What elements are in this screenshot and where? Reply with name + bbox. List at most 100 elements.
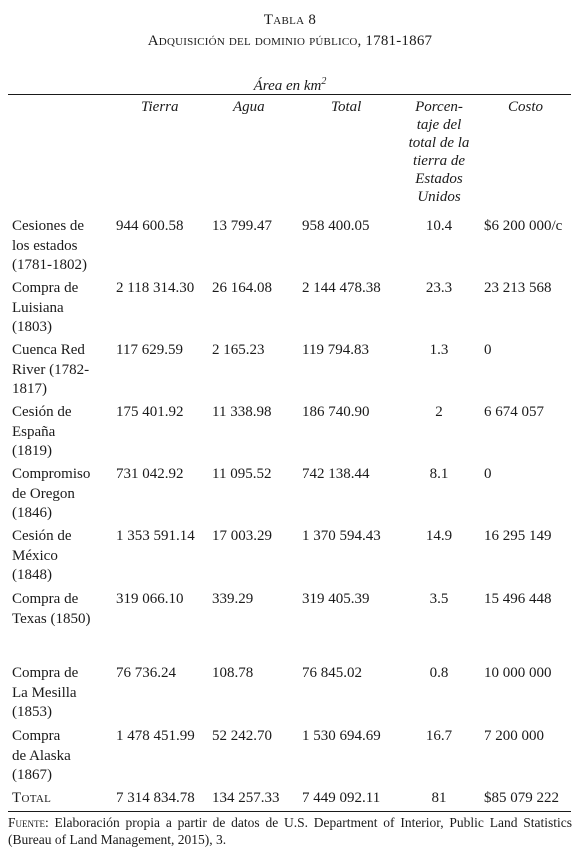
row-name-line: los estados xyxy=(12,237,78,254)
cell-total: 319 405.39 xyxy=(302,591,370,607)
row-name: Cuenca Red River (1782- 1817) xyxy=(12,341,112,400)
cell-total: 2 144 478.38 xyxy=(302,280,381,296)
row-name-line: Compromiso xyxy=(12,466,91,482)
row-name-line: Compra de xyxy=(12,591,79,607)
cell-total: 119 794.83 xyxy=(302,342,369,358)
row-name-line: Compra xyxy=(12,728,61,744)
row-name-line: La Mesilla xyxy=(12,684,77,701)
cell-agua: 13 799.47 xyxy=(212,218,272,234)
row-name-line: Luisiana xyxy=(12,299,64,316)
row-name-line: Cesiones de xyxy=(12,218,85,234)
column-header-total: Total xyxy=(331,99,362,115)
cell-costo: 15 496 448 xyxy=(484,591,552,607)
cell-costo: 0 xyxy=(484,342,492,358)
source-text: Elaboración propia a partir de datos de … xyxy=(8,815,572,847)
top-rule xyxy=(8,94,571,95)
row-name-line: Compra de xyxy=(12,280,79,296)
cell-tierra: 117 629.59 xyxy=(116,342,183,358)
cell-tierra: 319 066.10 xyxy=(116,591,184,607)
cell-porcentaje: 1.3 xyxy=(429,342,449,358)
row-name: Compra de Luisiana (1803) xyxy=(12,279,112,338)
total-cell-tierra: 7 314 834.78 xyxy=(116,790,195,806)
row-name-line: de Oregon xyxy=(12,485,75,502)
cell-total: 958 400.05 xyxy=(302,218,370,234)
row-name-line: (1819) xyxy=(12,443,52,459)
cell-agua: 52 242.70 xyxy=(212,728,272,744)
cell-porcentaje: 0.8 xyxy=(429,665,449,681)
total-cell-costo: $85 079 222 xyxy=(484,790,559,806)
cell-tierra: 731 042.92 xyxy=(116,466,184,482)
row-name: Cesiones de los estados (1781-1802) xyxy=(12,217,112,276)
row-name-line: (1848) xyxy=(12,567,52,583)
cell-porcentaje: 8.1 xyxy=(429,466,449,482)
column-header-porcentaje-line: taje del xyxy=(416,117,462,133)
row-name: Compra de Alaska (1867) xyxy=(12,727,112,786)
cell-total: 186 740.90 xyxy=(302,404,370,420)
cell-tierra: 1 478 451.99 xyxy=(116,728,195,744)
table-title: Adquisición del dominio público, 1781-18… xyxy=(147,33,433,49)
row-name-line: Compra de xyxy=(12,665,79,681)
row-name-line: de Alaska xyxy=(12,747,71,764)
cell-total: 76 845.02 xyxy=(302,665,362,681)
column-header-porcentaje-line: Unidos xyxy=(417,189,461,205)
row-name-line: (1803) xyxy=(12,319,52,335)
cell-costo: $6 200 000/c xyxy=(484,218,563,234)
total-row-label: Total xyxy=(12,790,52,806)
column-header-costo: Costo xyxy=(508,99,544,115)
cell-porcentaje: 3.5 xyxy=(429,591,449,607)
cell-tierra: 76 736.24 xyxy=(116,665,176,681)
row-name-line: (1853) xyxy=(12,704,52,720)
cell-tierra: 175 401.92 xyxy=(116,404,184,420)
row-name-line: Cuenca Red xyxy=(12,342,85,358)
row-name-line: (1867) xyxy=(12,767,52,783)
column-header-porcentaje-line: total de la xyxy=(408,135,470,151)
cell-agua: 11 338.98 xyxy=(212,404,272,420)
cell-agua: 17 003.29 xyxy=(212,528,272,544)
column-header-porcentaje-line: Porcen- xyxy=(415,99,463,115)
row-name: Compromiso de Oregon (1846) xyxy=(12,465,112,524)
cell-agua: 2 165.23 xyxy=(212,342,265,358)
total-cell-agua: 134 257.33 xyxy=(212,790,280,806)
column-header-porcentaje: Porcen- taje del total de la tierra de E… xyxy=(400,98,478,206)
total-cell-porcentaje: 81 xyxy=(431,790,447,806)
row-name-line: Cesión de xyxy=(12,528,72,544)
cell-tierra: 944 600.58 xyxy=(116,218,184,234)
column-header-porcentaje-line: Estados xyxy=(415,171,463,187)
cell-costo: 6 674 057 xyxy=(484,404,544,420)
row-name-line: (1846) xyxy=(12,505,52,521)
cell-porcentaje: 14.9 xyxy=(425,528,453,544)
bottom-rule xyxy=(8,811,571,812)
table-number: Tabla 8 xyxy=(263,12,317,28)
source-note: Fuente: Elaboración propia a partir de d… xyxy=(8,814,572,848)
cell-agua: 11 095.52 xyxy=(212,466,272,482)
row-name-line: México xyxy=(12,547,58,564)
cell-total: 1 370 594.43 xyxy=(302,528,381,544)
row-name: Compra de La Mesilla (1853) xyxy=(12,664,112,723)
cell-costo: 23 213 568 xyxy=(484,280,552,296)
column-header-agua: Agua xyxy=(233,99,265,115)
cell-agua: 26 164.08 xyxy=(212,280,272,296)
cell-costo: 0 xyxy=(484,466,492,482)
area-header-text: Área en km xyxy=(253,78,322,94)
total-cell-total: 7 449 092.11 xyxy=(302,790,381,806)
area-header: Área en km2 xyxy=(0,76,580,95)
cell-tierra: 1 353 591.14 xyxy=(116,528,195,544)
column-header-tierra: Tierra xyxy=(141,99,179,115)
cell-total: 742 138.44 xyxy=(302,466,370,482)
cell-agua: 339.29 xyxy=(212,591,254,607)
cell-costo: 7 200 000 xyxy=(484,728,544,744)
row-name: Cesión de España (1819) xyxy=(12,403,112,462)
row-name-line: 1817) xyxy=(12,381,47,397)
row-name-line: Texas (1850) xyxy=(12,610,91,627)
area-header-superscript: 2 xyxy=(321,76,327,87)
cell-total: 1 530 694.69 xyxy=(302,728,381,744)
cell-costo: 16 295 149 xyxy=(484,528,552,544)
row-name-line: River (1782- xyxy=(12,361,90,378)
column-header-porcentaje-line: tierra de xyxy=(412,153,466,169)
row-name-line: (1781-1802) xyxy=(12,257,87,273)
row-name-line: España xyxy=(12,423,56,440)
row-name-line: Cesión de xyxy=(12,404,72,420)
cell-porcentaje: 16.7 xyxy=(425,728,453,744)
cell-porcentaje: 2 xyxy=(435,404,443,420)
